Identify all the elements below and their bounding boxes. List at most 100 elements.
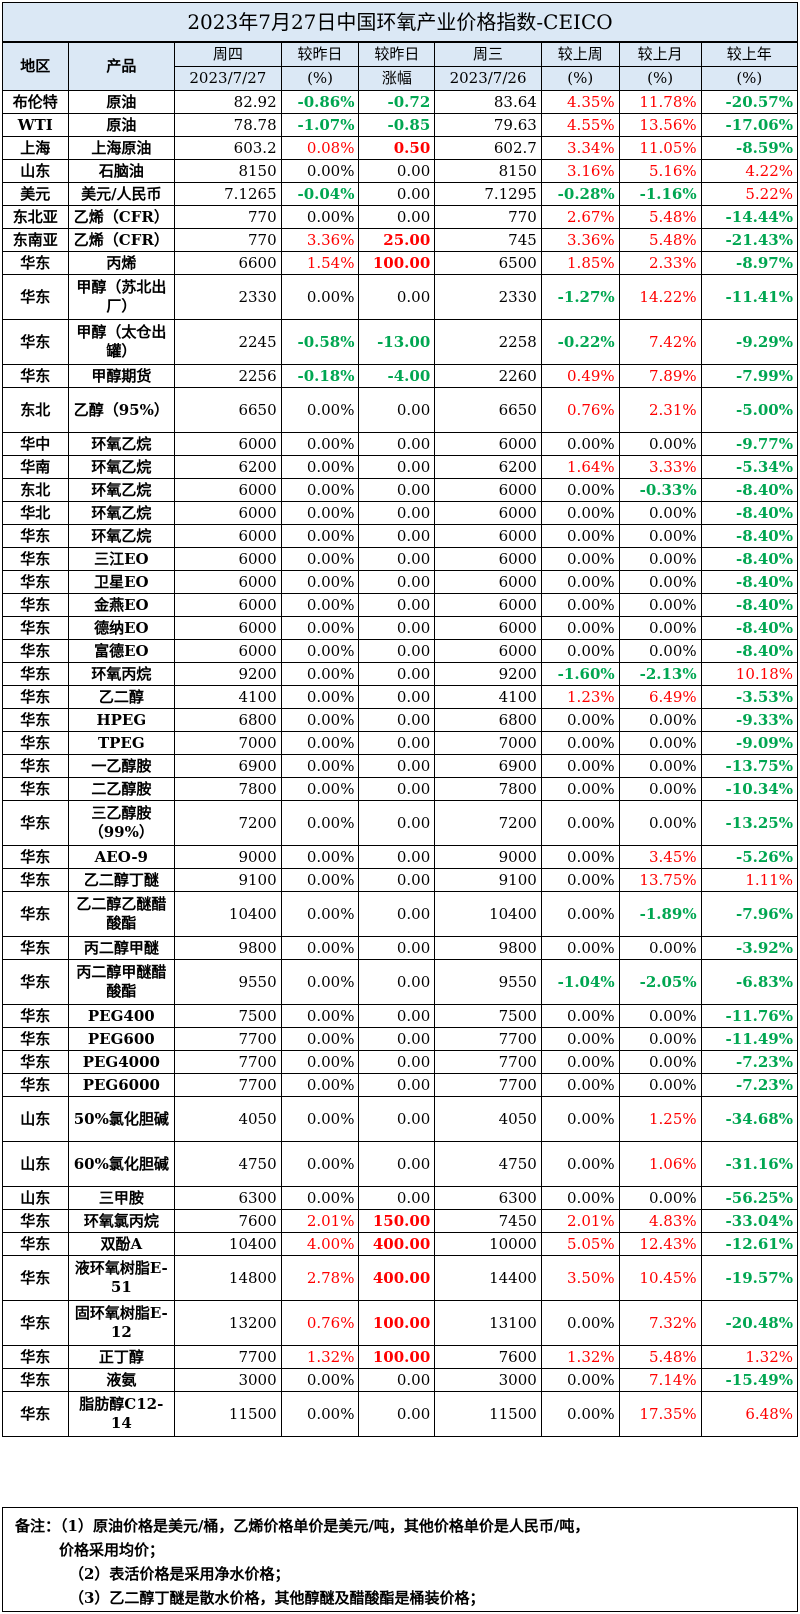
- day-pct-cell: 2.78%: [280, 1255, 360, 1301]
- month-pct-cell: 0.00%: [618, 1004, 702, 1028]
- week-pct-cell: 1.23%: [540, 685, 620, 709]
- month-pct-cell: 17.35%: [618, 1391, 702, 1437]
- year-pct-cell: -56.25%: [700, 1186, 799, 1210]
- product-cell: 原油: [67, 90, 176, 114]
- day-change-cell: 0.00: [358, 182, 436, 206]
- product-cell: 环氧乙烷: [67, 501, 176, 525]
- day-change-cell: 0.00: [358, 455, 436, 479]
- month-pct-cell: 1.25%: [618, 1096, 702, 1142]
- pct-unit: (%): [280, 66, 360, 91]
- day-change-cell: 0.00: [358, 959, 436, 1005]
- wed-price-cell: 10400: [434, 891, 542, 937]
- thu-price-cell: 82.92: [174, 90, 282, 114]
- thu-price-cell: 2330: [174, 274, 282, 320]
- table-row: 东北亚 乙烯（CFR） 770 0.00% 0.00 770 2.67% 5.48% -14.4…: [2, 205, 799, 229]
- day-pct-cell: -0.04%: [280, 182, 360, 206]
- thu-price-cell: 14800: [174, 1255, 282, 1301]
- thu-price-cell: 4050: [174, 1096, 282, 1142]
- week-pct-cell: 0.00%: [540, 708, 620, 732]
- day-pct-cell: 0.00%: [280, 685, 360, 709]
- thu-price-cell: 11500: [174, 1391, 282, 1437]
- day-pct-cell: 0.00%: [280, 1050, 360, 1074]
- month-pct-cell: 0.00%: [618, 1027, 702, 1051]
- wed-price-cell: 6000: [434, 570, 542, 594]
- product-cell: 德纳EO: [67, 616, 176, 640]
- table-row: 华东 丙二醇甲醚 9800 0.00% 0.00 9800 0.00% 0.00% -3.92%: [2, 936, 799, 960]
- table-row: 华东 一乙醇胺 6900 0.00% 0.00 6900 0.00% 0.00% -13.75%: [2, 754, 799, 778]
- week-pct-cell: 2.01%: [540, 1209, 620, 1233]
- day-change-cell: 0.00: [358, 1186, 436, 1210]
- week-pct-cell: 0.00%: [540, 891, 620, 937]
- month-pct-cell: 0.00%: [618, 1073, 702, 1097]
- month-pct-cell: 11.78%: [618, 90, 702, 114]
- year-pct-cell: -8.40%: [700, 478, 799, 502]
- product-cell: 50%氯化胆碱: [67, 1096, 176, 1142]
- month-pct-cell: 13.56%: [618, 113, 702, 137]
- day-pct-cell: 0.00%: [280, 662, 360, 686]
- week-pct-cell: 3.50%: [540, 1255, 620, 1301]
- product-cell: 石脑油: [67, 159, 176, 183]
- product-cell: 三甲胺: [67, 1186, 176, 1210]
- month-pct-cell: 0.00%: [618, 1186, 702, 1210]
- table-row: 华东 PEG4000 7700 0.00% 0.00 7700 0.00% 0.00% -7.2…: [2, 1050, 799, 1074]
- table-row: 华东 HPEG 6800 0.00% 0.00 6800 0.00% 0.00% -9.33%: [2, 708, 799, 732]
- thu-price-cell: 7700: [174, 1345, 282, 1369]
- table-row: 华东 丙烯 6600 1.54% 100.00 6500 1.85% 2.33% -8.97%: [2, 251, 799, 275]
- wed-price-cell: 6000: [434, 593, 542, 617]
- week-pct-cell: 1.64%: [540, 455, 620, 479]
- region-cell: 华东: [2, 868, 69, 892]
- region-cell: 东北亚: [2, 205, 69, 229]
- day-change-cell: 0.00: [358, 639, 436, 663]
- week-pct-cell: 0.00%: [540, 1096, 620, 1142]
- region-cell: 华东: [2, 251, 69, 275]
- year-pct-cell: -8.40%: [700, 593, 799, 617]
- table-row: 华东 乙二醇乙醚醋酸酯 10400 0.00% 0.00 10400 0.00% -1.89%…: [2, 891, 799, 937]
- day-pct-cell: 0.00%: [280, 891, 360, 937]
- day-change-cell: 0.00: [358, 1050, 436, 1074]
- month-pct-cell: 1.06%: [618, 1141, 702, 1187]
- week-pct-cell: 0.00%: [540, 593, 620, 617]
- product-cell: 甲醇（苏北出厂）: [67, 274, 176, 320]
- month-pct-cell: 13.75%: [618, 868, 702, 892]
- wed-price-cell: 7600: [434, 1345, 542, 1369]
- region-cell: 东南亚: [2, 228, 69, 252]
- year-pct-cell: 1.11%: [700, 868, 799, 892]
- table-row: 华东 脂肪醇C12-14 11500 0.00% 0.00 11500 0.00% 17.35…: [2, 1391, 799, 1437]
- year-pct-cell: -21.43%: [700, 228, 799, 252]
- table-row: 华东 甲醇（苏北出厂） 2330 0.00% 0.00 2330 -1.27% 14.22% -…: [2, 274, 799, 320]
- week-pct-cell: 4.55%: [540, 113, 620, 137]
- table-row: 华东 TPEG 7000 0.00% 0.00 7000 0.00% 0.00% -9.09%: [2, 731, 799, 755]
- wed-price-cell: 13100: [434, 1300, 542, 1346]
- wed-price-cell: 6000: [434, 478, 542, 502]
- day-change-cell: 0.00: [358, 547, 436, 571]
- wed-header: 周三: [434, 42, 542, 67]
- table-row: 华中 环氧乙烷 6000 0.00% 0.00 6000 0.00% 0.00% -9.77%: [2, 432, 799, 456]
- year-pct-cell: -9.77%: [700, 432, 799, 456]
- product-cell: PEG400: [67, 1004, 176, 1028]
- month-pct-cell: 0.00%: [618, 754, 702, 778]
- year-pct-cell: -8.59%: [700, 136, 799, 160]
- day-change-cell: 0.00: [358, 501, 436, 525]
- month-pct-cell: 0.00%: [618, 639, 702, 663]
- year-pct-cell: -13.75%: [700, 754, 799, 778]
- month-pct-cell: 0.00%: [618, 570, 702, 594]
- month-pct-cell: 5.48%: [618, 228, 702, 252]
- thu-price-cell: 7600: [174, 1209, 282, 1233]
- day-pct-cell: -0.58%: [280, 319, 360, 365]
- thu-price-cell: 6000: [174, 616, 282, 640]
- day-change-cell: 0.00: [358, 1368, 436, 1392]
- wed-price-cell: 9550: [434, 959, 542, 1005]
- table-row: 上海 上海原油 603.2 0.08% 0.50 602.7 3.34% 11.05% -8.5…: [2, 136, 799, 160]
- thu-price-cell: 7000: [174, 731, 282, 755]
- day-change-cell: 0.00: [358, 1141, 436, 1187]
- week-pct-cell: -1.27%: [540, 274, 620, 320]
- day-change-cell: 0.00: [358, 845, 436, 869]
- day-change-cell: 0.00: [358, 593, 436, 617]
- wed-price-cell: 7200: [434, 800, 542, 846]
- product-cell: 二乙醇胺: [67, 777, 176, 801]
- day-pct-cell: 3.36%: [280, 228, 360, 252]
- region-cell: 华东: [2, 1345, 69, 1369]
- day-change-cell: 0.00: [358, 777, 436, 801]
- month-pct-cell: 0.00%: [618, 593, 702, 617]
- month-pct-cell: 0.00%: [618, 800, 702, 846]
